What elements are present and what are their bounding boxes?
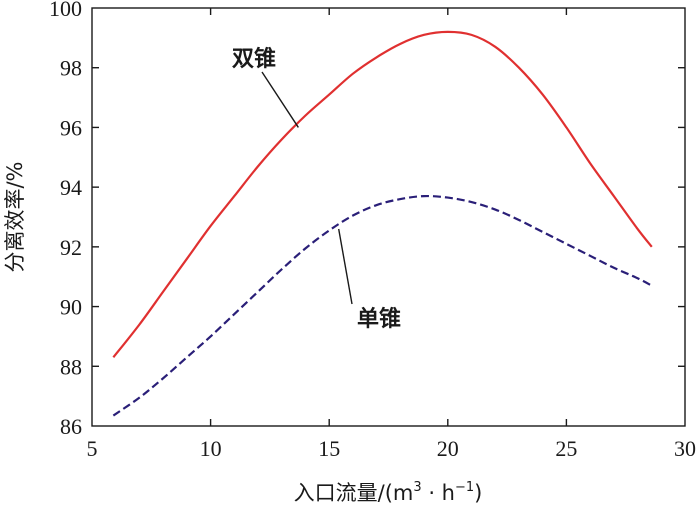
x-tick-label: 10 (200, 436, 222, 461)
y-axis-title: 分离效率/% (3, 161, 27, 272)
x-tick-label: 15 (318, 436, 340, 461)
x-axis-title-sup2: −1 (455, 480, 474, 495)
x-tick-label: 30 (674, 436, 696, 461)
series-line-1 (112, 194, 653, 417)
x-tick-label: 5 (87, 436, 98, 461)
x-axis-title-main: 入口流量/(m (294, 481, 414, 505)
plot-frame (91, 7, 686, 427)
leader-line-0 (261, 71, 299, 128)
y-tick-label: 96 (60, 115, 82, 140)
y-tick-label: 92 (60, 235, 82, 260)
series-lines (112, 30, 653, 417)
x-tick-label: 20 (437, 436, 459, 461)
series-label-double-cone: 双锥 (232, 46, 276, 72)
x-axis-title-sup1: 3 (413, 480, 421, 495)
tick-labels: 5 10 15 20 25 30 86 88 90 92 94 96 98 100 (49, 0, 696, 461)
y-tick-label: 90 (60, 295, 82, 320)
y-tick-label: 100 (49, 0, 82, 21)
series-line-0 (112, 30, 653, 359)
x-tick-label: 25 (555, 436, 577, 461)
x-axis-title-end: ) (474, 481, 482, 505)
axis-ticks (92, 8, 685, 426)
y-tick-label: 94 (60, 175, 82, 200)
y-tick-label: 86 (60, 414, 82, 439)
y-tick-label: 88 (60, 354, 82, 379)
y-tick-label: 98 (60, 56, 82, 81)
series-label-single-cone: 单锥 (357, 306, 401, 332)
x-axis-title-mid: · h (422, 481, 455, 505)
leader-line-1 (337, 228, 353, 305)
label-leader-lines (261, 71, 353, 305)
x-axis-title: 入口流量/(m3 · h−1) (294, 480, 483, 505)
